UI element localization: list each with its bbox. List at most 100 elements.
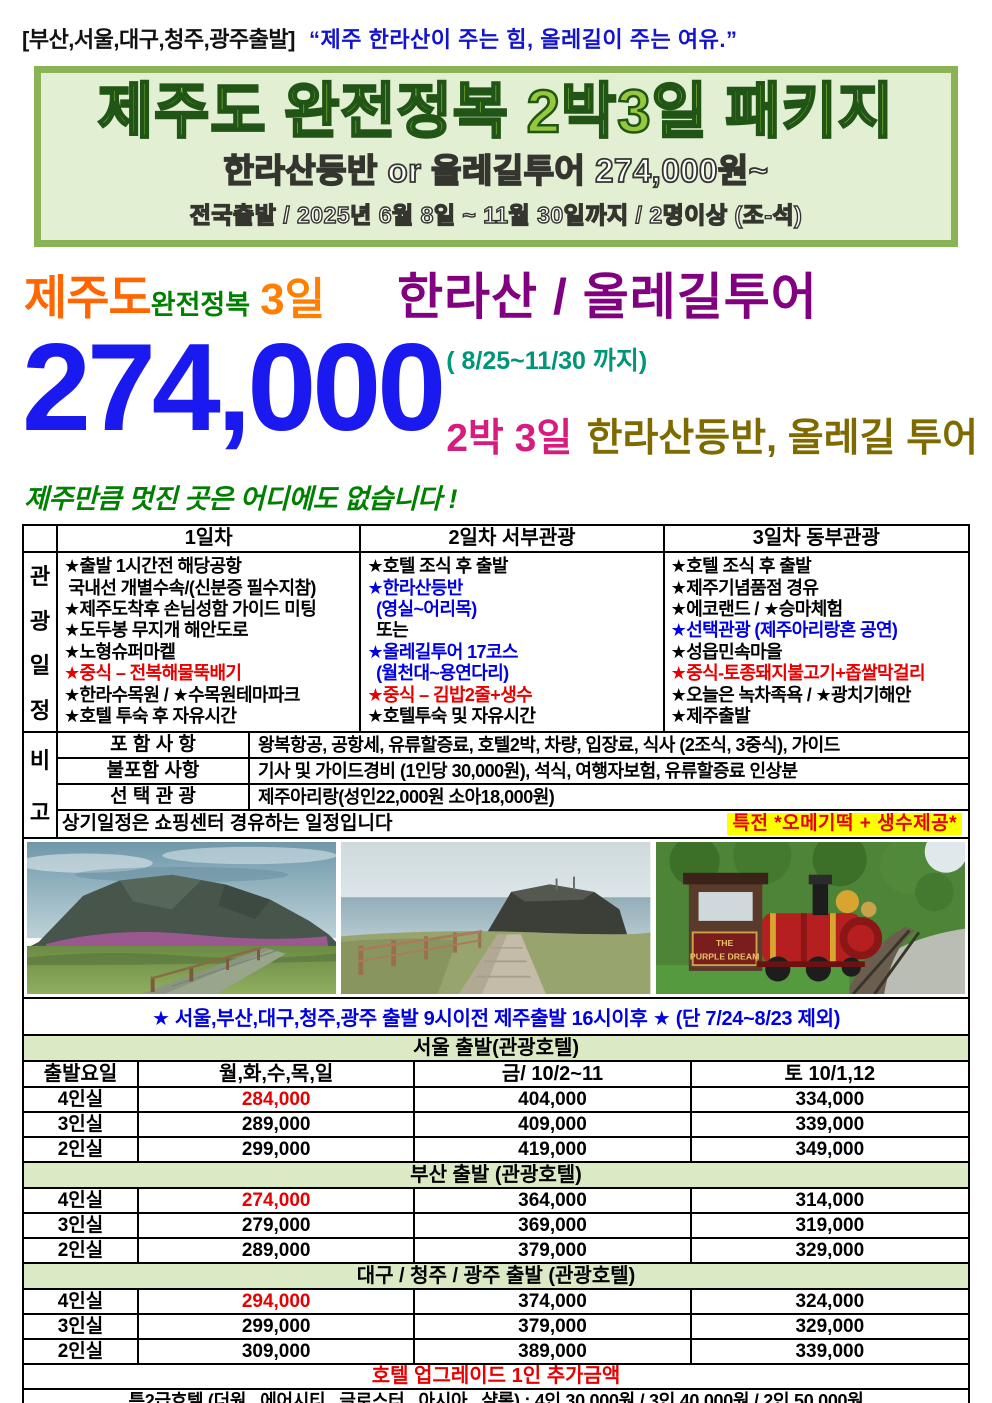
room-type-cell: 3인실 [24, 1214, 139, 1238]
header-line: [부산,서울,대구,청주,광주출발] “제주 한라산이 주는 힘, 올레길이 주… [22, 10, 970, 58]
itinerary-line: ★호텔 투숙 후 자유시간 [64, 706, 237, 727]
price-value-cell: 404,000 [415, 1088, 692, 1112]
itinerary-line: ★올레길투어 17코스 [367, 641, 518, 662]
price-block: 274,000 ( 8/25~11/30 까지) 2박 3일 한라산등반, 올레… [22, 319, 978, 475]
side-label-char: 정 [29, 697, 51, 723]
special-gift-badge: 특전 *오메기떡 + 생수제공* [727, 813, 962, 836]
price-value-cell: 329,000 [795, 1316, 865, 1338]
shopping-center-note: 상기일정은 쇼핑센터 경유하는 일정입니다 [62, 813, 393, 835]
room-type-cell: 4인실 [24, 1290, 139, 1314]
price-table-column-headers: 출발요일 월,화,수,목,일 금/ 10/2~11 토 10/1,12 [24, 1062, 968, 1089]
notes-footer-row: 상기일정은 쇼핑센터 경유하는 일정입니다 특전 *오메기떡 + 생수제공* [58, 811, 968, 837]
photo-mountain-flower-boardwalk [27, 842, 337, 995]
itinerary-line: ★중식 – 김밥2줄+생수 [367, 684, 533, 705]
itinerary-line: ★제주도착후 손님성함 가이드 미팅 [64, 599, 317, 620]
itinerary-line: ★한라수목원 / ★수목원테마파크 [64, 684, 300, 705]
itinerary-line: ★오늘은 녹차족욕 / ★광치기해안 [670, 684, 912, 705]
side-label-char: 고 [29, 800, 51, 826]
price-value-cell: 294,000 [139, 1290, 416, 1314]
price-table-row: 2인실 309,000 389,000 339,000 [24, 1340, 968, 1366]
price-value-cell: 409,000 [415, 1113, 692, 1137]
itinerary-day-header: 1일차 [58, 526, 362, 554]
schedule-section: 1일차 2일차 서부관광 3일차 동부관광 관 광 일 정 ★출발 1시간전 해당공항 국내선… [22, 524, 970, 840]
note-row-content: 제주아리랑(성인22,000원 소아18,000원) [250, 785, 968, 812]
itinerary-line: ★한라산등반 [367, 577, 463, 598]
price-table-row: 3인실 299,000 379,000 329,000 [24, 1315, 968, 1341]
price-value-cell: 419,000 [415, 1138, 692, 1162]
price-value-cell: 299,000 [139, 1138, 416, 1162]
price-value-cell: 369,000 [415, 1214, 692, 1238]
price-table-row: 2인실 289,000 379,000 329,000 [24, 1239, 968, 1265]
price-desc: 한라산등반, 올레길 투어 [586, 417, 978, 461]
itinerary-line: ★중식-토종돼지불고기+좁쌀막걸리 [670, 663, 926, 684]
photos-row: THE PURPLE DREAM [22, 839, 970, 1000]
photo-forest-tourist-train: THE PURPLE DREAM [655, 842, 965, 995]
itinerary-line: ★호텔 조식 후 출발 [670, 556, 812, 577]
side-label-char: 광 [29, 608, 51, 634]
itinerary-line: ★도두봉 무지개 해안도로 [64, 620, 249, 641]
itinerary-line: ★제주출발 [670, 706, 751, 727]
itinerary-day-column: ★호텔 조식 후 출발 ★제주기념품점 경유 ★에코랜드 / ★승마체험 ★선택관광 … [665, 553, 968, 731]
price-value-cell: 339,000 [795, 1114, 865, 1136]
main-price: 274,000 [22, 319, 446, 458]
price-period: ( 8/25~11/30 까지) [446, 347, 648, 376]
price-column-header: 출발요일 [24, 1062, 139, 1087]
price-table-title: 대구 / 청주 / 광주 출발 (관광호텔) [24, 1264, 968, 1291]
itinerary-table: 1일차 2일차 서부관광 3일차 동부관광 관 광 일 정 ★출발 1시간전 해당공항 국내선… [24, 526, 968, 732]
itinerary-line: ★제주기념품점 경유 [670, 577, 819, 598]
price-value-cell: 334,000 [795, 1089, 865, 1111]
photo-coastal-cliff-walk [341, 842, 651, 995]
room-type-cell: 3인실 [24, 1315, 139, 1339]
itinerary-line: ★에코랜드 / ★승마체험 [670, 599, 844, 620]
train-sign-line1: THE [716, 938, 734, 948]
itinerary-line: ★성읍민속마을 [670, 641, 783, 662]
itinerary-line: ★호텔투숙 및 자유시간 [367, 706, 536, 727]
room-type-cell: 2인실 [24, 1239, 139, 1263]
itinerary-line: ★출발 1시간전 해당공항 [64, 556, 242, 577]
itinerary-day-column: ★출발 1시간전 해당공항 국내선 개별수속/(신분증 필수지참) ★제주도착후 … [58, 553, 362, 732]
note-row-content: 기사 및 가이드경비 (1인당 30,000원), 석식, 여행자보험, 유류할… [250, 759, 968, 786]
price-value-cell: 279,000 [139, 1214, 416, 1238]
hotel-upgrade-title: 호텔 업그레이드 1인 추가금액 [24, 1365, 968, 1391]
room-type-cell: 4인실 [24, 1088, 139, 1112]
itinerary-line: ★중식 – 전복해물뚝배기 [64, 663, 242, 684]
price-value-cell: 339,000 [795, 1341, 865, 1363]
side-label-char: 비 [29, 748, 51, 774]
price-table-row: 4인실 284,000 404,000 334,000 [24, 1088, 968, 1114]
room-type-cell: 3인실 [24, 1113, 139, 1137]
itinerary-day-header: 2일차 서부관광 [361, 526, 665, 554]
room-type-cell: 2인실 [24, 1340, 139, 1364]
price-column-header: 토 10/1,12 [784, 1063, 876, 1086]
price-annotations: ( 8/25~11/30 까지) 2박 3일 한라산등반, 올레길 투어 [442, 331, 978, 463]
price-table-row: 4인실 274,000 364,000 314,000 [24, 1189, 968, 1215]
itinerary-line: 또는 [367, 620, 409, 641]
itinerary-corner-cell [24, 526, 58, 554]
tour-name: 한라산 / 올레길투어 [397, 269, 818, 326]
price-table-row: 4인실 294,000 374,000 324,000 [24, 1290, 968, 1316]
hotel-upgrade-detail: 특2급호텔 (더원 , 에어시티 , 글로스터 , 아시아 , 샬롬) : 4인… [24, 1390, 968, 1403]
banner-title: 제주도 완전정복 2박3일 패키지 [97, 78, 895, 145]
tour-brand-sub: 완전정복 [150, 290, 251, 321]
price-value-cell: 289,000 [139, 1239, 416, 1263]
train-sign-line2: PURPLE DREAM [690, 952, 759, 962]
price-nights: 2박 3일 [446, 417, 573, 461]
price-column-header: 월,화,수,목,일 [139, 1062, 416, 1087]
side-label-char: 일 [29, 653, 51, 679]
price-value-cell: 329,000 [795, 1240, 865, 1262]
note-row-label: 불포함 사항 [58, 759, 250, 786]
price-value-cell: 364,000 [415, 1189, 692, 1213]
price-table-row: 3인실 289,000 409,000 339,000 [24, 1113, 968, 1139]
price-value-cell: 374,000 [415, 1290, 692, 1314]
itinerary-line: ★선택관광 (제주아리랑혼 공연) [670, 620, 898, 641]
tour-days: 3일 [260, 275, 326, 325]
note-row-label: 선 택 관 광 [58, 785, 250, 812]
itinerary-line: 국내선 개별수속/(신분증 필수지참) [64, 577, 316, 598]
itinerary-day-header: 3일차 동부관광 [664, 526, 968, 554]
price-tables: 서울 출발(관광호텔) 출발요일 월,화,수,목,일 금/ 10/2~11 토 10/1… [22, 1036, 970, 1403]
price-table-title: 서울 출발(관광호텔) [24, 1036, 968, 1063]
itinerary-line: (월천대~용연다리) [367, 663, 509, 684]
